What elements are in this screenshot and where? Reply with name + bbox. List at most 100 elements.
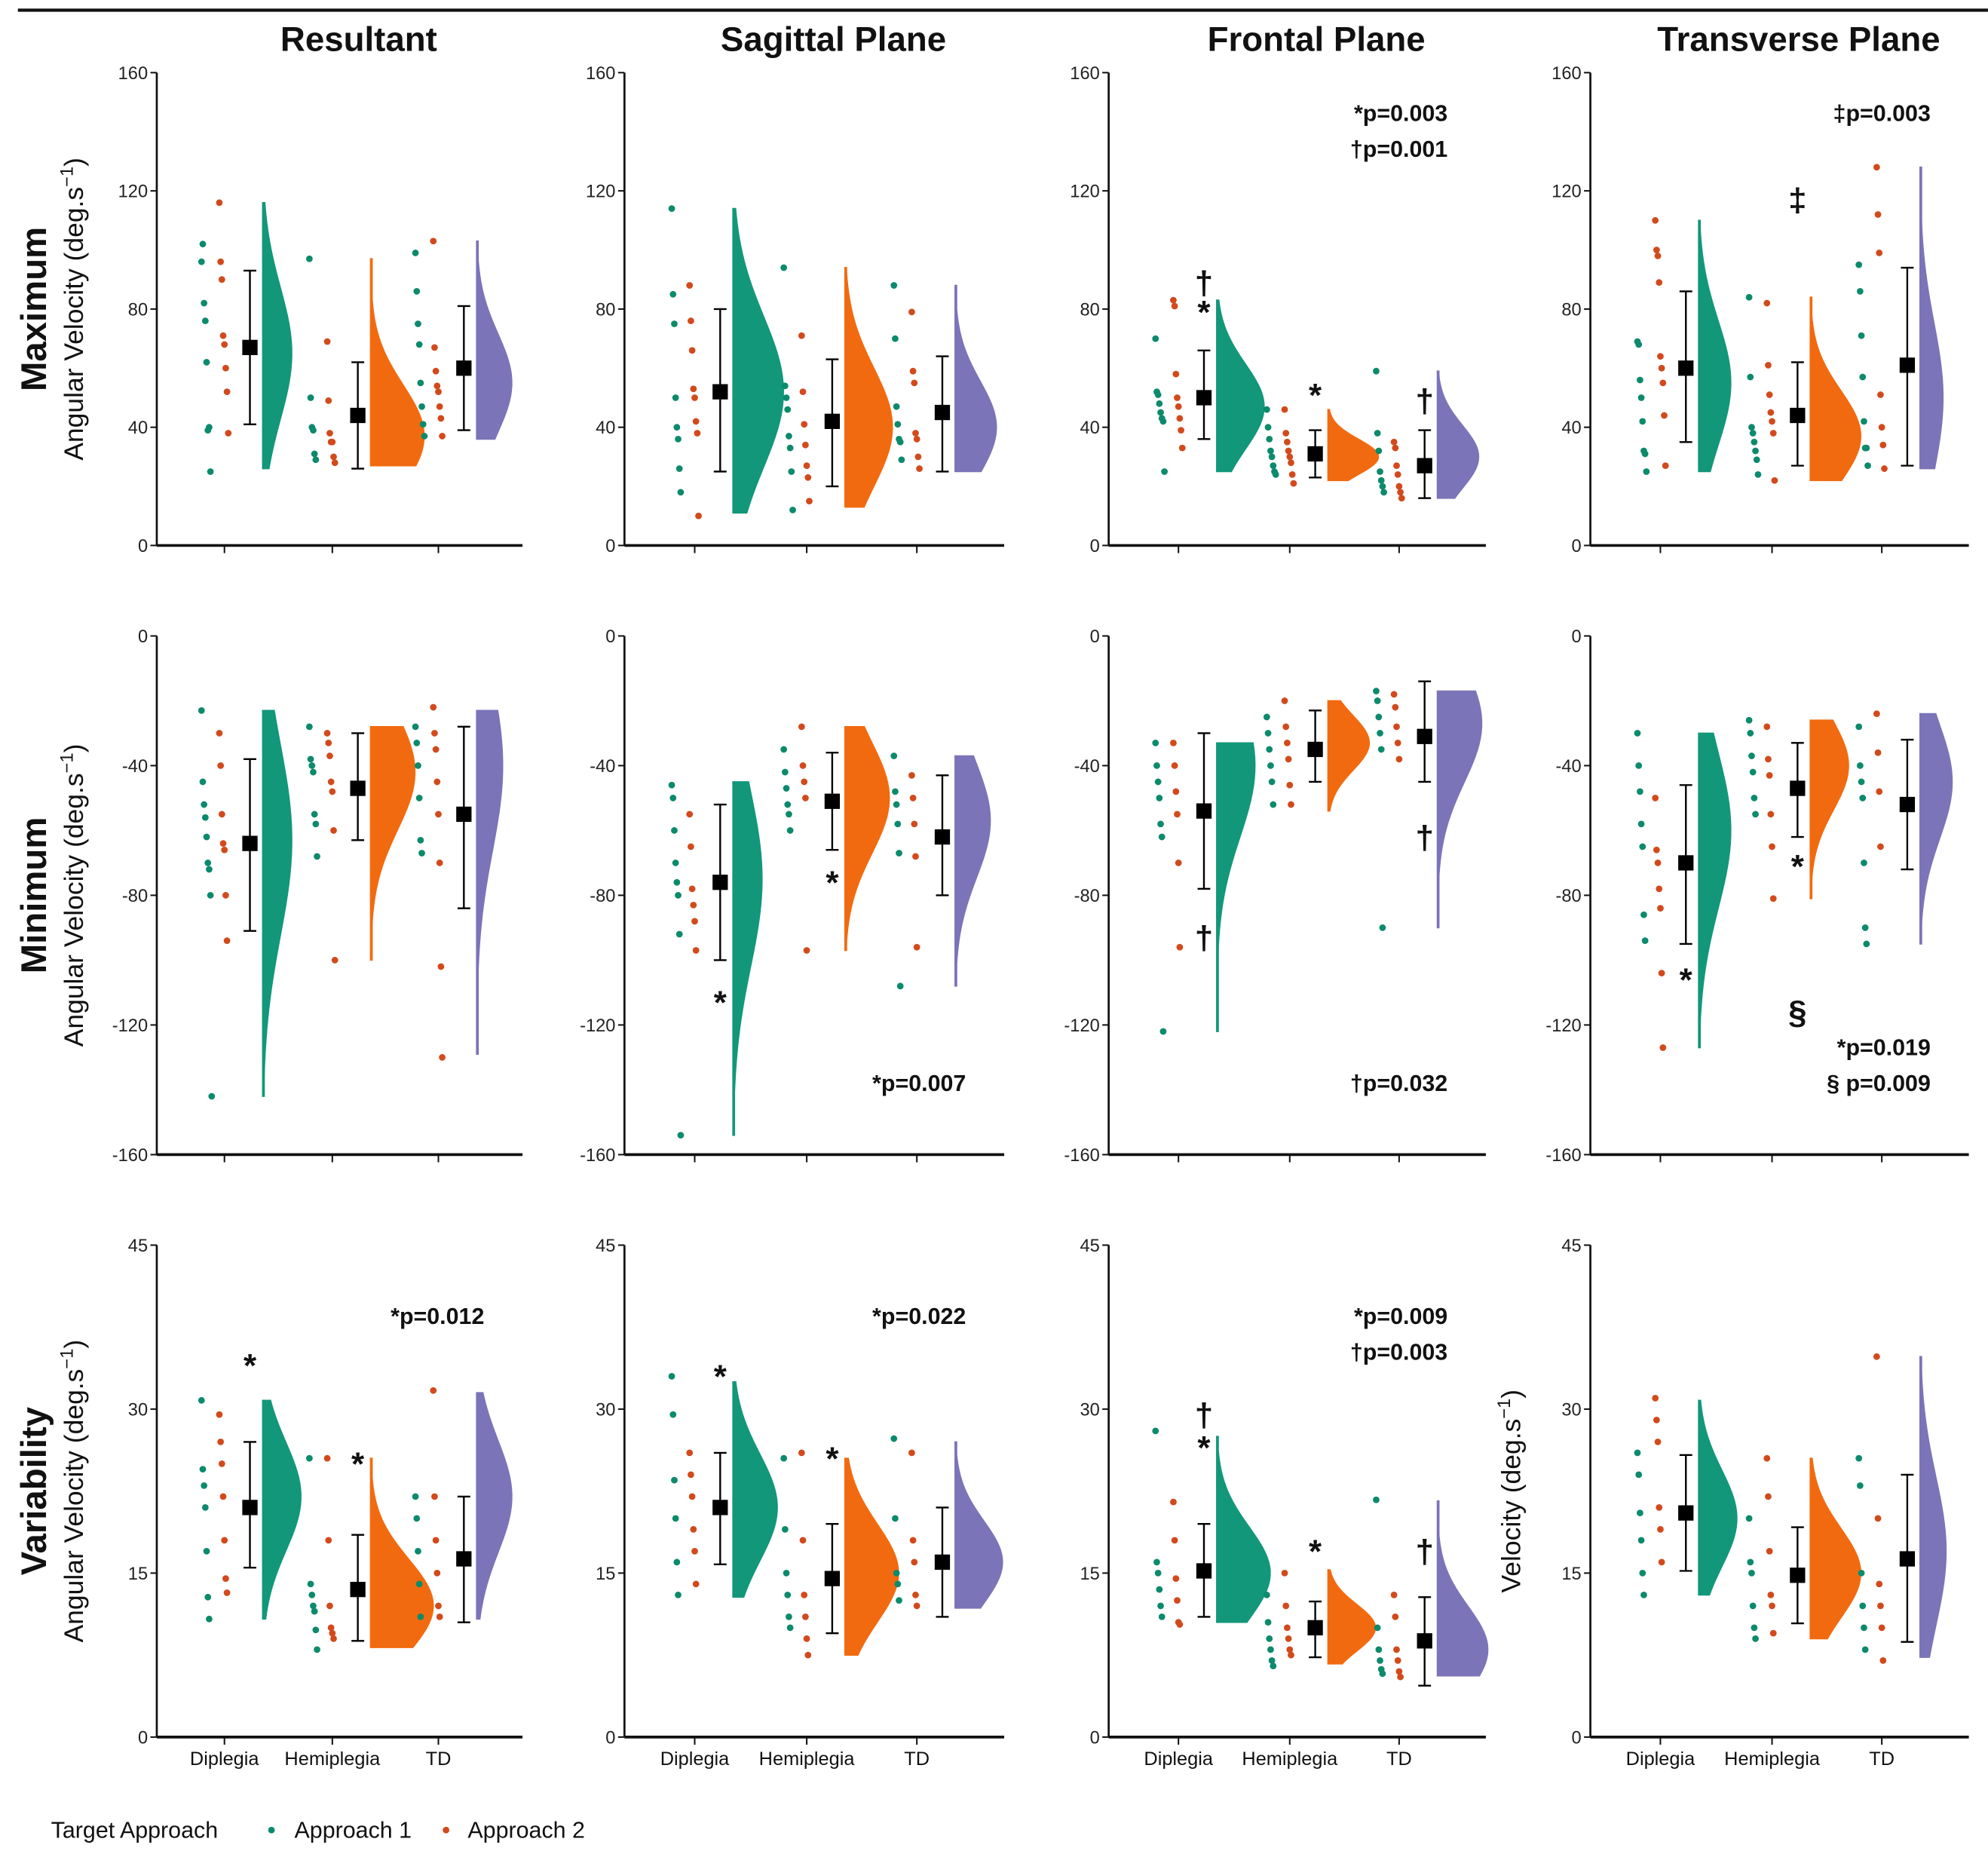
point-approach-1 [788, 468, 795, 475]
y-tick-label: 0 [138, 537, 148, 556]
point-approach-1 [669, 1411, 677, 1418]
point-approach-2 [433, 778, 441, 786]
point-approach-2 [1657, 905, 1664, 912]
point-approach-1 [412, 1493, 419, 1500]
x-tick-label: Diplegia [1144, 1748, 1213, 1770]
point-approach-2 [1874, 1515, 1882, 1522]
point-approach-2 [325, 1537, 332, 1544]
violin-diplegia [1698, 219, 1732, 473]
point-approach-1 [1263, 406, 1270, 413]
point-approach-1 [314, 1646, 320, 1653]
point-approach-2 [1654, 860, 1662, 866]
point-approach-2 [1390, 438, 1398, 446]
mean-marker [456, 1551, 472, 1567]
y-tick-label: 160 [1551, 64, 1581, 84]
point-approach-1 [1748, 424, 1755, 431]
point-approach-2 [908, 308, 915, 316]
y-axis-label-superscript: −1 [1495, 1399, 1515, 1419]
point-approach-2 [1393, 462, 1400, 470]
point-approach-1 [894, 820, 902, 828]
point-approach-1 [1635, 762, 1643, 769]
point-approach-2 [798, 1449, 805, 1457]
significance-mark: * [1197, 294, 1211, 331]
point-approach-1 [789, 507, 796, 513]
y-tick-label: 30 [128, 1400, 148, 1420]
point-approach-2 [1178, 444, 1186, 452]
legend-approach-2-label: Approach 2 [467, 1817, 585, 1843]
y-axis-label-close: ) [59, 158, 89, 167]
point-approach-2 [217, 1439, 225, 1445]
point-approach-1 [1639, 1570, 1646, 1577]
point-approach-2 [1763, 1454, 1771, 1462]
violin-diplegia [732, 1381, 778, 1598]
point-approach-1 [199, 778, 207, 786]
point-approach-2 [1394, 1656, 1401, 1664]
point-approach-1 [203, 359, 210, 366]
p-value-annotation: †p=0.032 [1350, 1071, 1447, 1096]
point-approach-2 [1178, 427, 1184, 434]
violin-hemiplegia [1327, 700, 1371, 812]
y-axis-label-close: ) [1496, 1390, 1527, 1399]
point-approach-1 [417, 379, 424, 387]
point-approach-2 [1766, 771, 1773, 779]
point-approach-1 [668, 205, 675, 213]
violin-diplegia [732, 207, 784, 514]
y-tick-label: 80 [596, 300, 615, 320]
point-approach-2 [330, 453, 337, 461]
point-approach-1 [1379, 924, 1386, 931]
point-approach-2 [798, 723, 805, 731]
point-approach-2 [1393, 723, 1400, 731]
mean-marker [1790, 407, 1806, 424]
point-approach-2 [912, 1592, 919, 1598]
point-approach-2 [329, 1629, 336, 1637]
panel-variability-1: 0 15 30 45 Diplegia Hemiplegia TD * * *p=0.022 [596, 1237, 1005, 1770]
point-approach-2 [223, 937, 231, 945]
point-approach-2 [1176, 1621, 1184, 1628]
point-approach-2 [913, 435, 920, 443]
significance-mark: * [1197, 1430, 1211, 1466]
p-value-annotation: § p=0.009 [1827, 1071, 1931, 1096]
mean-marker [456, 360, 472, 376]
point-approach-1 [415, 1548, 421, 1555]
point-approach-1 [784, 801, 792, 808]
point-approach-1 [1856, 287, 1864, 295]
panel-minimum-1: -160 -120 -80 -40 0 * * *p=0.007 [580, 627, 1005, 1166]
point-approach-1 [894, 1580, 902, 1588]
point-approach-2 [1282, 430, 1290, 437]
violin-hemiplegia [1809, 719, 1849, 899]
point-approach-1 [671, 827, 678, 834]
point-approach-2 [1395, 755, 1403, 763]
mean-marker [1196, 1563, 1212, 1579]
point-approach-1 [783, 394, 790, 401]
mean-marker [242, 339, 258, 355]
point-approach-2 [1766, 1548, 1773, 1555]
legend-title: Target Approach [51, 1817, 218, 1843]
point-approach-1 [1855, 1454, 1863, 1462]
point-approach-2 [694, 430, 701, 437]
point-approach-1 [669, 795, 677, 801]
violin-td [954, 284, 997, 473]
mean-marker [824, 793, 841, 809]
point-approach-1 [206, 424, 213, 431]
point-approach-2 [216, 730, 223, 737]
mean-marker [712, 384, 728, 400]
y-tick-label: -160 [112, 1146, 148, 1166]
point-approach-2 [431, 730, 438, 737]
point-approach-1 [1636, 376, 1643, 384]
significance-mark: * [714, 985, 728, 1022]
point-approach-2 [1653, 846, 1660, 853]
point-approach-1 [412, 723, 419, 731]
point-approach-2 [691, 394, 698, 401]
point-approach-2 [430, 703, 437, 711]
point-approach-1 [1640, 911, 1647, 918]
point-approach-1 [1749, 768, 1757, 776]
y-tick-label: -40 [122, 757, 148, 777]
y-tick-label: 80 [1080, 300, 1099, 320]
point-approach-1 [308, 1592, 316, 1598]
point-approach-1 [1263, 713, 1270, 721]
point-approach-1 [1373, 367, 1380, 375]
point-approach-2 [1658, 1558, 1665, 1566]
point-approach-1 [1747, 1558, 1754, 1566]
